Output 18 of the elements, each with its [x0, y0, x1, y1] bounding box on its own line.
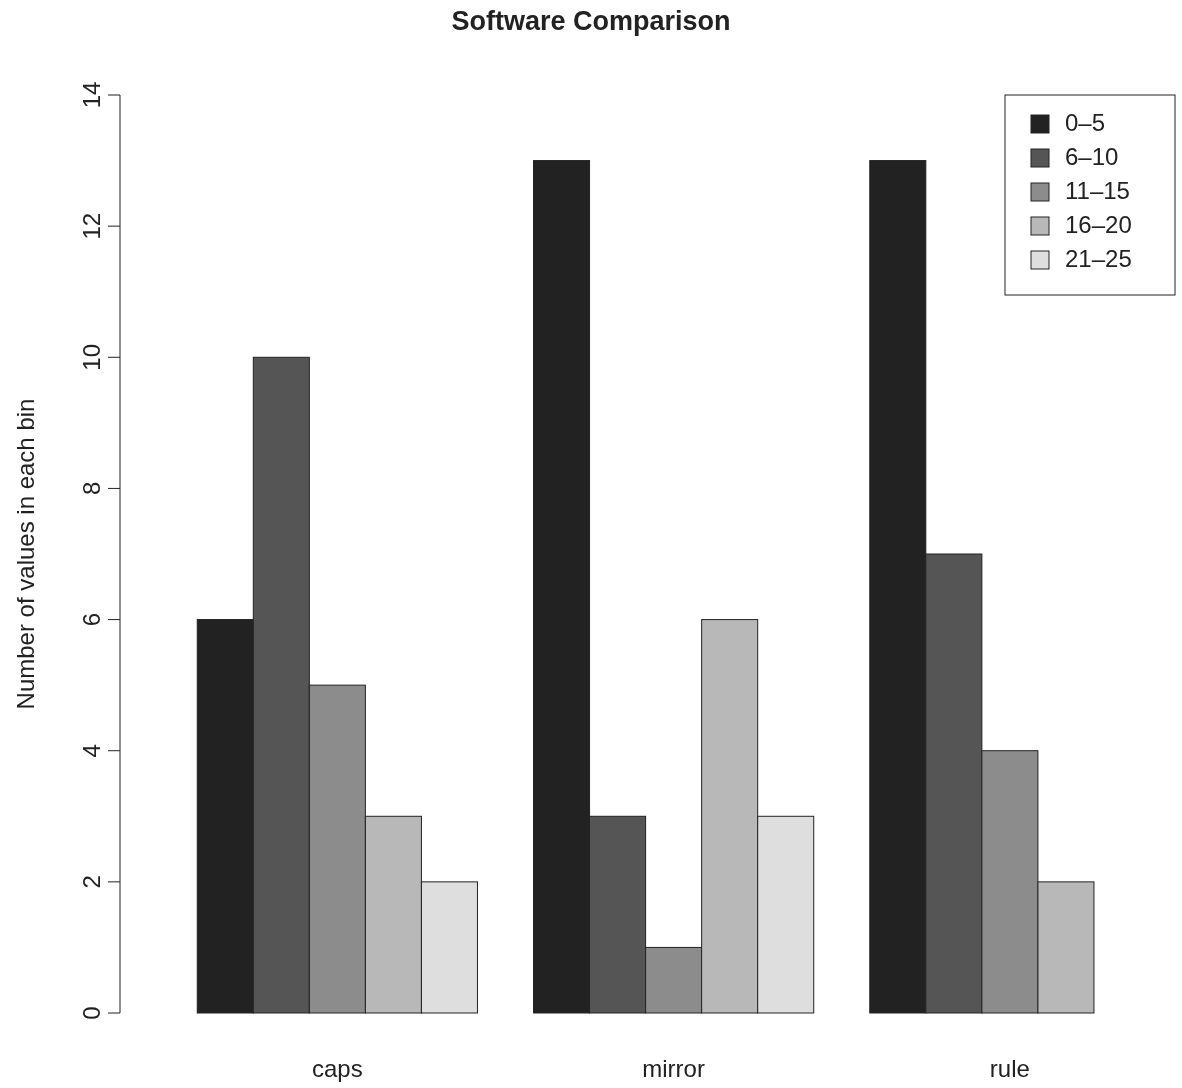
y-tick-label: 10	[78, 343, 105, 371]
y-tick-label: 0	[78, 1006, 105, 1020]
y-tick-label: 12	[78, 212, 105, 240]
x-tick-label: caps	[312, 1055, 363, 1082]
y-tick-label: 4	[78, 744, 105, 758]
y-tick-label: 6	[78, 612, 105, 627]
legend-label: 16–20	[1065, 211, 1132, 238]
y-axis-title: Number of values in each bin	[12, 398, 39, 710]
y-tick-label: 2	[78, 875, 105, 889]
legend-label: 21–25	[1065, 245, 1132, 272]
legend-label: 11–15	[1065, 177, 1130, 204]
y-tick-label: 8	[78, 481, 105, 496]
chart-title: Software Comparison	[451, 6, 731, 36]
legend-label: 0–5	[1065, 109, 1106, 136]
legend-label: 6–10	[1065, 143, 1119, 170]
y-tick-label: 14	[78, 81, 105, 109]
x-tick-label: rule	[989, 1055, 1030, 1082]
x-tick-label: mirror	[642, 1055, 705, 1082]
